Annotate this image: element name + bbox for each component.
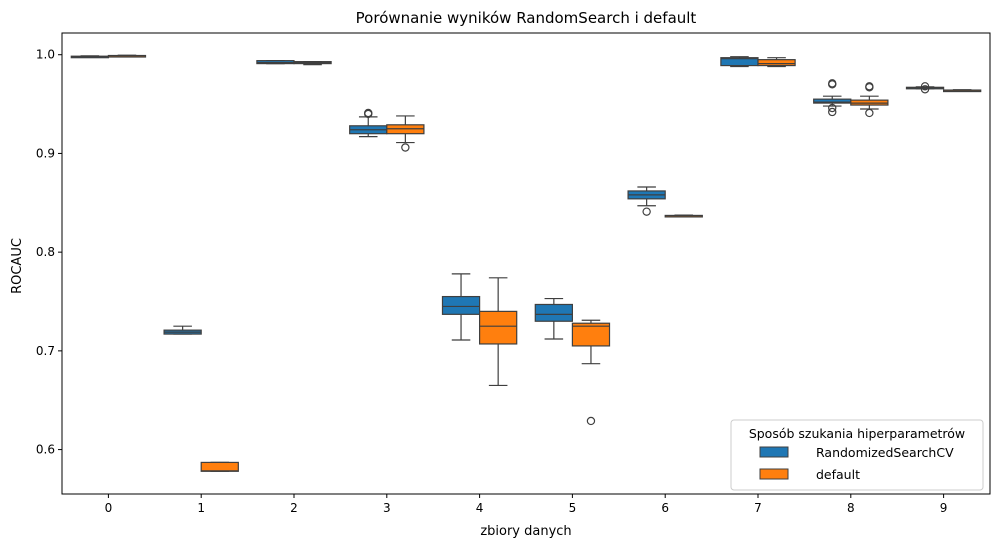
legend-title: Sposób szukania hiperparametrów xyxy=(749,426,965,441)
axes-frame xyxy=(61,32,991,495)
box-default xyxy=(571,322,611,347)
x-tick-label: 1 xyxy=(197,501,205,515)
x-tick-label: 7 xyxy=(754,501,762,515)
outlier-default xyxy=(865,82,874,91)
x-tick-label: 9 xyxy=(940,501,948,515)
outlier-randomizedsearchcv xyxy=(828,107,837,117)
x-tick-label: 3 xyxy=(383,501,391,515)
x-tick-label: 6 xyxy=(661,501,669,515)
x-tick-label: 8 xyxy=(847,501,855,515)
y-tick-label: 0.8 xyxy=(36,245,55,259)
chart-title: Porównanie wyników RandomSearch i defaul… xyxy=(356,9,697,27)
y-tick-label: 0.7 xyxy=(36,344,55,358)
x-tick-label: 5 xyxy=(569,501,577,515)
outlier-default xyxy=(586,416,596,426)
outlier-randomizedsearchcv xyxy=(828,103,837,113)
legend-frame xyxy=(730,419,984,491)
outlier-default xyxy=(401,143,410,152)
legend-swatch-randomizedsearchcv xyxy=(759,446,789,458)
y-tick-label: 1.0 xyxy=(36,48,55,62)
box-default xyxy=(200,461,239,472)
plot-area: 0.6 0.7 0.8 0.9 1.0 0 1 2 3 4 5 6 7 8 9 xyxy=(36,32,991,515)
box-default xyxy=(479,310,518,345)
y-axis-label: ROCAUC xyxy=(10,238,25,294)
box-default xyxy=(757,59,796,67)
legend: Sposób szukania hiperparametrów Randomiz… xyxy=(730,419,984,491)
legend-swatch-default xyxy=(759,468,789,480)
legend-label-default: default xyxy=(816,467,860,482)
x-axis-label: zbiory danych xyxy=(480,524,571,539)
legend-label-randomizedsearchcv: RandomizedSearchCV xyxy=(816,445,954,460)
outlier-randomizedsearchcv xyxy=(642,207,651,216)
outlier-randomizedsearchcv xyxy=(828,79,837,88)
outlier-randomizedsearchcv xyxy=(920,85,930,94)
x-tick-label: 0 xyxy=(105,501,113,515)
outlier-randomizedsearchcv xyxy=(920,82,930,91)
x-tick-label: 2 xyxy=(290,501,298,515)
box-randomizedsearchcv xyxy=(534,303,574,322)
outlier-default xyxy=(865,108,874,118)
outlier-randomizedsearchcv xyxy=(364,108,373,118)
box-randomizedsearchcv xyxy=(441,295,481,315)
y-tick-label: 0.9 xyxy=(36,146,55,160)
x-tick-label: 4 xyxy=(476,501,484,515)
y-tick-label: 0.6 xyxy=(36,443,55,457)
